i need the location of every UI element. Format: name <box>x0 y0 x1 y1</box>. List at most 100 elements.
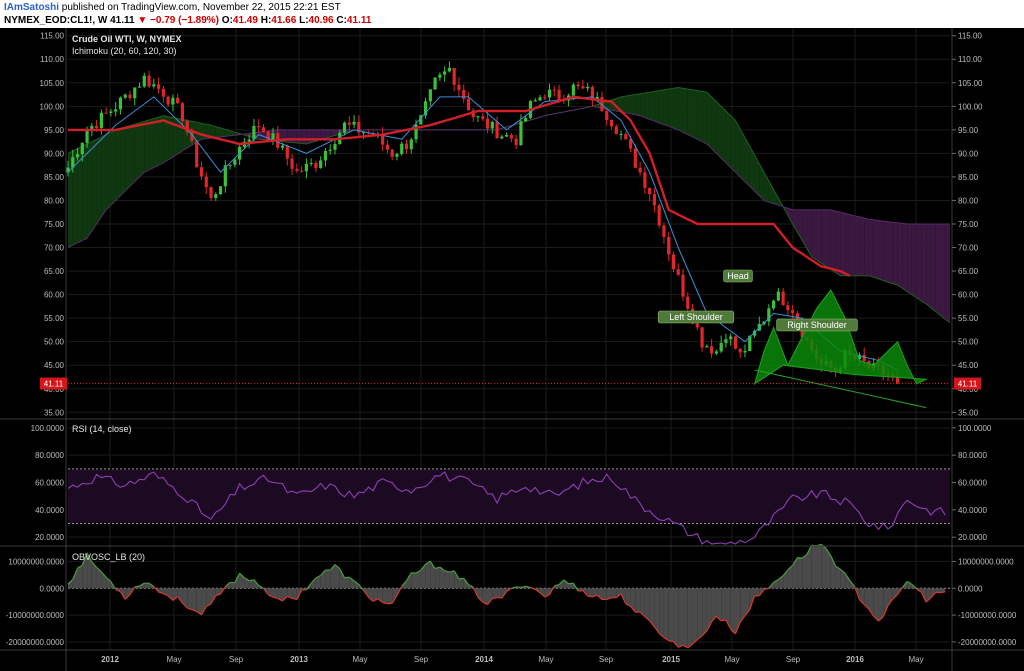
candle-body[interactable] <box>271 133 275 141</box>
candle-body[interactable] <box>218 186 223 195</box>
candle-body[interactable] <box>772 300 776 309</box>
candle-body[interactable] <box>695 323 699 328</box>
candle-body[interactable] <box>495 121 499 139</box>
candle-body[interactable] <box>71 157 75 168</box>
candle-body[interactable] <box>628 139 633 149</box>
candle-body[interactable] <box>266 131 270 141</box>
candle-body[interactable] <box>457 84 461 90</box>
pattern-annotation[interactable]: Head <box>723 269 753 283</box>
candle-body[interactable] <box>133 87 137 99</box>
candle-body[interactable] <box>476 116 480 118</box>
candle-body[interactable] <box>514 138 518 146</box>
candle-body[interactable] <box>571 84 575 96</box>
candle-body[interactable] <box>519 121 523 146</box>
candle-body[interactable] <box>633 148 637 168</box>
candle-body[interactable] <box>414 124 418 140</box>
candle-body[interactable] <box>261 127 266 132</box>
candle-body[interactable] <box>300 170 304 172</box>
candle-body[interactable] <box>700 327 704 348</box>
candle-body[interactable] <box>576 84 580 87</box>
pattern-annotation[interactable]: Right Shoulder <box>776 318 858 332</box>
candle-body[interactable] <box>862 354 866 362</box>
candle-body[interactable] <box>395 153 399 157</box>
candle-body[interactable] <box>748 335 752 352</box>
candle-body[interactable] <box>409 139 413 150</box>
candle-body[interactable] <box>710 346 714 354</box>
candle-body[interactable] <box>643 172 647 188</box>
candle-body[interactable] <box>361 132 366 134</box>
candle-body[interactable] <box>524 117 528 122</box>
candle-body[interactable] <box>557 89 561 101</box>
candle-body[interactable] <box>190 132 194 141</box>
pattern-annotation[interactable]: Left Shoulder <box>657 310 735 324</box>
candle-body[interactable] <box>199 167 204 177</box>
candle-body[interactable] <box>357 121 361 133</box>
candle-body[interactable] <box>895 376 900 384</box>
candle-body[interactable] <box>781 291 785 306</box>
candle-body[interactable] <box>719 342 723 352</box>
candle-body[interactable] <box>652 194 657 206</box>
candle-body[interactable] <box>280 145 285 148</box>
candle-body[interactable] <box>505 134 509 137</box>
candle-body[interactable] <box>452 67 456 85</box>
candle-body[interactable] <box>171 97 175 105</box>
candle-body[interactable] <box>123 94 127 98</box>
obv-pane[interactable] <box>67 543 950 649</box>
candle-body[interactable] <box>786 305 790 311</box>
candle-body[interactable] <box>500 136 504 139</box>
candle-body[interactable] <box>681 274 685 297</box>
candle-body[interactable] <box>371 133 375 136</box>
candle-body[interactable] <box>738 348 742 353</box>
candle-body[interactable] <box>438 74 442 78</box>
candle-body[interactable] <box>533 100 537 102</box>
candle-body[interactable] <box>352 121 356 125</box>
candle-body[interactable] <box>547 89 552 98</box>
candle-body[interactable] <box>404 143 409 150</box>
candle-body[interactable] <box>214 194 218 199</box>
candle-body[interactable] <box>419 115 423 125</box>
candle-body[interactable] <box>552 89 556 91</box>
candle-body[interactable] <box>390 149 394 157</box>
candle-body[interactable] <box>729 336 733 340</box>
candle-body[interactable] <box>662 225 666 238</box>
candle-body[interactable] <box>714 351 718 354</box>
head-and-shoulders-pattern[interactable] <box>753 288 929 386</box>
candle-body[interactable] <box>509 134 513 139</box>
candle-body[interactable] <box>624 134 628 140</box>
candle-body[interactable] <box>161 88 165 97</box>
candle-body[interactable] <box>147 75 151 87</box>
candle-body[interactable] <box>671 254 676 270</box>
candle-body[interactable] <box>619 134 623 136</box>
candle-body[interactable] <box>400 143 404 154</box>
candle-body[interactable] <box>75 154 80 158</box>
candle-body[interactable] <box>743 351 747 353</box>
candle-body[interactable] <box>290 158 294 169</box>
candle-body[interactable] <box>686 296 690 309</box>
candle-body[interactable] <box>309 163 313 165</box>
candle-body[interactable] <box>724 339 728 343</box>
candle-body[interactable] <box>228 164 232 166</box>
candle-body[interactable] <box>471 110 475 118</box>
candle-body[interactable] <box>95 125 99 128</box>
candle-body[interactable] <box>152 84 156 87</box>
candle-body[interactable] <box>485 118 490 129</box>
candle-body[interactable] <box>333 144 337 150</box>
candle-body[interactable] <box>233 159 237 165</box>
candle-body[interactable] <box>443 71 447 75</box>
candle-body[interactable] <box>590 86 595 101</box>
candle-body[interactable] <box>314 163 318 168</box>
candle-body[interactable] <box>609 119 614 127</box>
candle-body[interactable] <box>114 109 118 112</box>
candle-body[interactable] <box>90 125 94 131</box>
candle-body[interactable] <box>433 77 437 90</box>
candle-body[interactable] <box>118 97 123 110</box>
candle-body[interactable] <box>605 110 609 120</box>
candle-body[interactable] <box>204 176 208 188</box>
candle-body[interactable] <box>776 291 780 301</box>
candle-body[interactable] <box>104 112 108 114</box>
candle-body[interactable] <box>543 97 547 99</box>
candle-body[interactable] <box>166 96 170 105</box>
candle-body[interactable] <box>223 165 227 187</box>
candle-body[interactable] <box>381 134 385 145</box>
candle-body[interactable] <box>614 126 618 135</box>
